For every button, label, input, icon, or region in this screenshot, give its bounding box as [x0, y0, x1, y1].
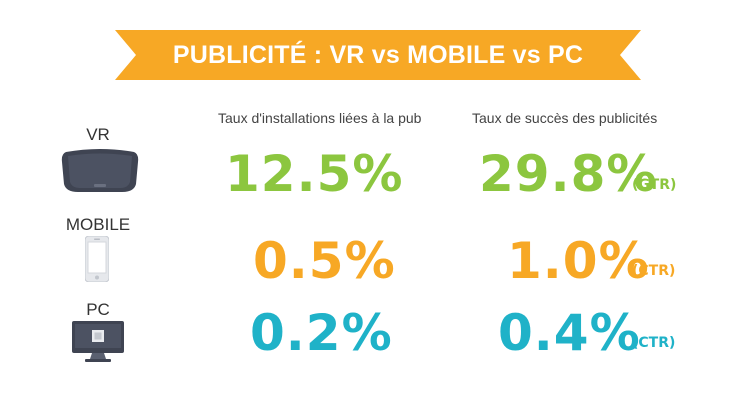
row-label-pc: PC	[86, 300, 110, 319]
row-label-mobile: MOBILE	[65, 215, 131, 234]
row-label-vr: VR	[86, 125, 110, 144]
metric-label-mobile: (CTR)	[632, 263, 676, 279]
install-rate-value-mobile: 0.5%	[253, 232, 396, 290]
metric-label-vr: (GTR)	[632, 177, 677, 193]
smartphone-icon	[85, 236, 109, 282]
metric-label-pc: (CTR)	[632, 335, 676, 351]
column-header-success-rate: Taux de succès des publicités	[472, 110, 658, 126]
success-rate-value-pc: 0.4%	[498, 304, 641, 362]
banner-ribbon-shape	[115, 30, 641, 80]
title-banner: PUBLICITÉ : VR vs MOBILE vs PC	[115, 30, 641, 80]
install-rate-value-pc: 0.2%	[250, 304, 393, 362]
column-header-install-rate: Taux d'installations liées à la pub	[218, 110, 422, 126]
install-rate-value-vr: 12.5%	[225, 145, 404, 203]
success-rate-value-vr: 29.8%	[479, 145, 658, 203]
desktop-monitor-icon	[72, 321, 124, 362]
page-title: PUBLICITÉ : VR vs MOBILE vs PC	[172, 41, 584, 69]
vr-headset-icon	[61, 149, 139, 192]
success-rate-value-mobile: 1.0%	[507, 232, 650, 290]
